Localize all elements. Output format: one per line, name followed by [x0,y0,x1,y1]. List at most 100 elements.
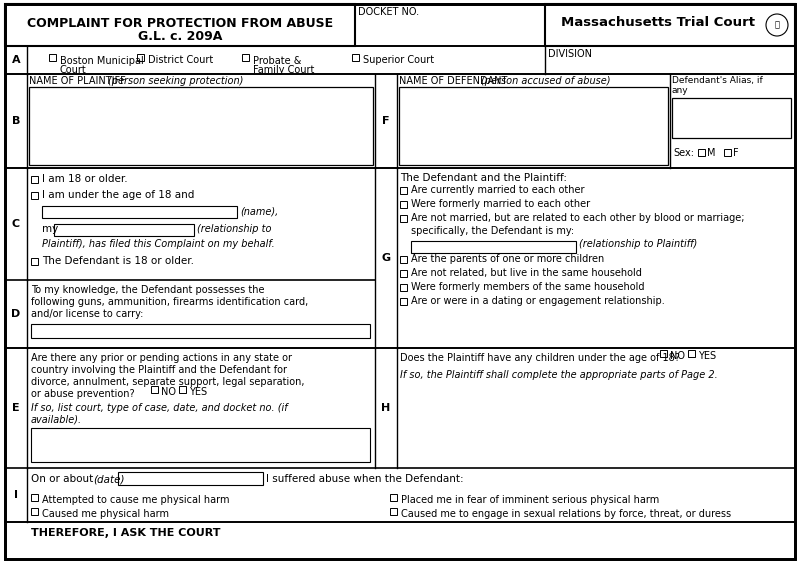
Text: Probate &: Probate & [253,56,302,66]
Bar [660,350,667,357]
Text: Were formerly married to each other: Were formerly married to each other [411,199,590,209]
Bar [31,192,38,199]
Bar [672,98,791,138]
Text: country involving the Plaintiff and the Defendant for: country involving the Plaintiff and the … [31,365,287,375]
Text: B: B [12,116,20,126]
Bar [31,428,370,462]
Bar [242,54,249,61]
Text: COMPLAINT FOR PROTECTION FROM ABUSE: COMPLAINT FOR PROTECTION FROM ABUSE [27,17,333,30]
Bar [5,4,355,46]
Text: NO: NO [161,387,176,397]
Bar [400,187,407,194]
Text: Family Court: Family Court [253,65,314,75]
Text: or abuse prevention?: or abuse prevention? [31,389,134,399]
Text: Defendant's Alias, if
any: Defendant's Alias, if any [672,76,762,95]
Bar [179,386,186,393]
Text: Sex:: Sex: [673,148,694,158]
Text: The Defendant is 18 or older.: The Defendant is 18 or older. [42,256,194,266]
Text: To my knowledge, the Defendant possesses the: To my knowledge, the Defendant possesses… [31,285,265,295]
Bar [688,350,695,357]
Bar [29,87,373,165]
Text: Are or were in a dating or engagement relationship.: Are or were in a dating or engagement re… [411,296,665,306]
Text: (person accused of abuse): (person accused of abuse) [481,76,610,86]
Bar [31,508,38,515]
Text: divorce, annulment, separate support, legal separation,: divorce, annulment, separate support, le… [31,377,305,387]
Bar [31,176,38,183]
Bar [400,256,407,263]
Bar [54,224,194,236]
Text: A: A [12,55,20,65]
Text: Are currently married to each other: Are currently married to each other [411,185,585,195]
Bar [390,494,397,501]
Text: YES: YES [698,351,716,361]
Bar [352,54,359,61]
Text: D: D [11,309,21,319]
Bar [400,270,407,277]
Text: Were formerly members of the same household: Were formerly members of the same househ… [411,282,645,292]
Text: Are not related, but live in the same household: Are not related, but live in the same ho… [411,268,642,278]
Text: I suffered abuse when the Defendant:: I suffered abuse when the Defendant: [266,474,464,484]
Text: If so, the Plaintiff shall complete the appropriate parts of Page 2.: If so, the Plaintiff shall complete the … [400,370,718,380]
Text: NAME OF DEFENDANT: NAME OF DEFENDANT [399,76,510,86]
Text: (person seeking protection): (person seeking protection) [108,76,243,86]
Text: F: F [733,148,738,158]
Text: On or about: On or about [31,474,97,484]
Text: my: my [42,224,58,234]
Text: THEREFORE, I ASK THE COURT: THEREFORE, I ASK THE COURT [31,528,221,538]
Text: F: F [382,116,390,126]
Text: E: E [12,403,20,413]
Text: Are the parents of one or more children: Are the parents of one or more children [411,254,604,264]
Text: 🏛: 🏛 [774,20,779,29]
Text: Caused me physical harm: Caused me physical harm [42,509,169,519]
Bar [545,4,795,46]
Text: Massachusetts Trial Court: Massachusetts Trial Court [561,16,755,29]
Text: DOCKET NO.: DOCKET NO. [358,7,419,17]
Text: NO: NO [670,351,685,361]
Bar [724,149,731,156]
Text: The Defendant and the Plaintiff:: The Defendant and the Plaintiff: [400,173,567,183]
Text: available).: available). [31,415,82,425]
Text: (date): (date) [93,474,125,484]
Text: (name),: (name), [240,206,278,216]
Text: Superior Court: Superior Court [363,55,434,65]
Text: I am under the age of 18 and: I am under the age of 18 and [42,190,194,200]
Text: following guns, ammunition, firearms identification card,: following guns, ammunition, firearms ide… [31,297,308,307]
Text: District Court: District Court [148,55,214,65]
Bar [137,54,144,61]
Bar [31,258,38,265]
Bar [400,215,407,222]
Bar [31,324,370,338]
Text: Placed me in fear of imminent serious physical harm: Placed me in fear of imminent serious ph… [401,495,659,505]
Text: NAME OF PLAINTIFF: NAME OF PLAINTIFF [29,76,129,86]
Text: Boston Municipal: Boston Municipal [60,56,144,66]
Text: If so, list court, type of case, date, and docket no. (if: If so, list court, type of case, date, a… [31,403,288,413]
Bar [400,201,407,208]
Text: Are there any prior or pending actions in any state or: Are there any prior or pending actions i… [31,353,292,363]
Bar [42,206,237,218]
Text: Caused me to engage in sexual relations by force, threat, or duress: Caused me to engage in sexual relations … [401,509,731,519]
Text: (relationship to: (relationship to [197,224,271,234]
Bar [400,298,407,305]
Text: specifically, the Defendant is my:: specifically, the Defendant is my: [411,226,574,236]
Bar [400,284,407,291]
Bar [411,241,576,253]
Text: Plaintiff), has filed this Complaint on my behalf.: Plaintiff), has filed this Complaint on … [42,239,274,249]
Text: DIVISION: DIVISION [548,49,592,59]
Bar [151,386,158,393]
Bar [698,149,705,156]
Text: Does the Plaintiff have any children under the age of 18?: Does the Plaintiff have any children und… [400,353,680,363]
Bar [355,4,545,46]
Text: YES: YES [189,387,207,397]
Text: M: M [707,148,715,158]
Text: Are not married, but are related to each other by blood or marriage;: Are not married, but are related to each… [411,213,745,223]
Text: H: H [382,403,390,413]
Bar [31,494,38,501]
Text: Court: Court [60,65,86,75]
Text: (relationship to Plaintiff): (relationship to Plaintiff) [579,239,698,249]
Bar [118,472,263,485]
Text: I: I [14,490,18,500]
Text: C: C [12,219,20,229]
Bar [399,87,668,165]
Bar [5,46,795,74]
Bar [390,508,397,515]
